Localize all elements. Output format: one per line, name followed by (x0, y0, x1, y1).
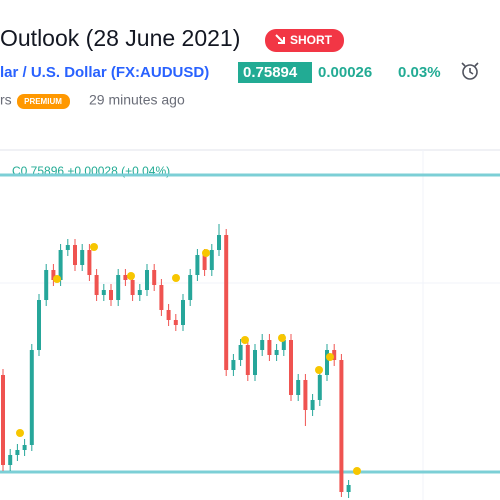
candle-body (310, 400, 315, 410)
candle-body (260, 340, 265, 350)
candle-body (339, 360, 344, 492)
candle-body (37, 300, 41, 350)
signal-dots (16, 243, 361, 475)
candle-body (231, 360, 236, 370)
candle-body (116, 275, 121, 300)
candle-body (101, 290, 106, 295)
price: 0.75894 (243, 64, 298, 81)
candle-body (137, 290, 142, 295)
idea-title: Outlook (28 June 2021) (0, 25, 240, 51)
candle-body (29, 350, 34, 445)
candle-body (166, 310, 171, 320)
candle-body (87, 250, 92, 275)
candle-body (152, 270, 157, 285)
candle-body (188, 275, 193, 300)
candle-body (267, 340, 272, 355)
candle-body (58, 250, 63, 280)
short-label: SHORT (290, 33, 333, 47)
premium-label: PREMIUM (24, 97, 62, 106)
symbol-link[interactable]: lar / U.S. Dollar (FX:AUDUSD) (0, 64, 209, 81)
candle-body (159, 285, 164, 310)
candle-body (181, 300, 185, 325)
candle-body (173, 320, 178, 325)
candle-body (238, 345, 243, 360)
chart (0, 173, 500, 498)
candle-body (303, 380, 308, 410)
candle-body (274, 350, 279, 355)
candle-body (22, 445, 27, 450)
author[interactable]: rs (0, 92, 12, 108)
candle-body (209, 250, 214, 270)
time-ago: 29 minutes ago (89, 92, 185, 108)
candle-body (296, 380, 301, 395)
candle-body (73, 245, 77, 265)
candle-body (130, 280, 135, 295)
candle-body (202, 255, 207, 270)
candle-body (15, 450, 20, 455)
price-badge (238, 62, 312, 83)
candle-body (1, 375, 5, 465)
candle-body (346, 485, 351, 492)
candle-body (94, 275, 99, 295)
candle-body (281, 340, 286, 350)
candle-body (253, 350, 257, 375)
alarm-icon[interactable] (461, 62, 479, 80)
candle-body (245, 345, 250, 375)
candle-body (195, 255, 200, 275)
candle-body (317, 375, 322, 400)
candle-body (51, 270, 56, 280)
candle-body (289, 340, 293, 395)
candle-body (65, 245, 70, 250)
premium-badge (17, 94, 70, 109)
candle-body (224, 235, 229, 370)
candle-body (145, 270, 149, 290)
change: 0.00026 (318, 64, 372, 81)
candle-body (44, 270, 49, 300)
candle-body (217, 235, 221, 250)
change-pct: 0.03% (398, 64, 441, 81)
candle-body (80, 250, 85, 265)
candle-body (123, 275, 128, 280)
short-arrow (275, 34, 285, 44)
short-badge[interactable] (265, 29, 344, 52)
candle-body (8, 455, 13, 465)
candle-body (109, 290, 113, 300)
candle-body (332, 350, 337, 360)
candle-body (325, 350, 329, 375)
